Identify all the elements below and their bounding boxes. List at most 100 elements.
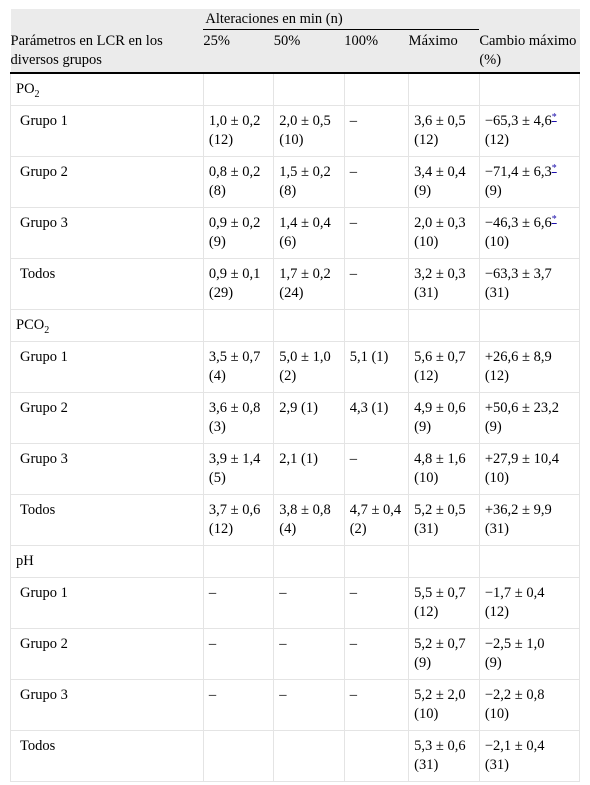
section-name: PO: [16, 80, 35, 97]
table-row: Todos 0,9 ± 0,1 (29) 1,7 ± 0,2 (24) –3,2 ± …: [10, 257, 581, 310]
table-row: Grupo 1 3,5 ± 0,7 (4) 5,0 ± 1,0 (2) 5,1 (1)…: [10, 340, 581, 393]
change-value: −1,7 ± 0,4: [484, 584, 545, 601]
value-cell-50: [273, 729, 345, 782]
value-cell-change: −71,4 ± 6,3* (9): [478, 155, 581, 208]
value-cell-max: 4,9 ± 0,6 (9): [408, 391, 480, 444]
value-cell-100: –: [343, 155, 410, 208]
change-count: (12): [484, 367, 509, 384]
table-row: Grupo 1– – –5,5 ± 0,7 (12) −1,7 ± 0,4 (12): [10, 576, 581, 629]
header-col-change: Cambio máximo (%): [479, 29, 580, 74]
value-cell-25: 3,6 ± 0,8 (3): [202, 391, 275, 444]
row-label: Todos: [10, 493, 204, 546]
value-cell-25: 0,9 ± 0,1 (29): [202, 257, 275, 310]
value-cell-max: 3,4 ± 0,4 (9): [408, 155, 480, 208]
value-cell-50: 2,9 (1): [273, 391, 345, 444]
row-label: Todos: [10, 729, 204, 782]
table-row: Grupo 2– – –5,2 ± 0,7 (9) −2,5 ± 1,0 (9): [10, 627, 581, 680]
value-cell-100: –: [343, 678, 410, 731]
value-cell-25: [202, 729, 275, 782]
value-cell-100: –: [343, 104, 410, 157]
change-count: (12): [484, 131, 509, 148]
empty-cell: [202, 72, 275, 106]
change-count: (31): [484, 520, 509, 537]
value-cell-change: −46,3 ± 6,6* (10): [478, 206, 581, 259]
value-cell-max: 2,0 ± 0,3 (10): [408, 206, 480, 259]
row-label: Grupo 2: [10, 155, 204, 208]
change-value: −46,3 ± 6,6: [484, 214, 552, 231]
value-cell-50: 5,0 ± 1,0 (2): [273, 340, 345, 393]
table-row: Todos 3,7 ± 0,6 (12) 3,8 ± 0,8 (4) 4,7 ± 0,…: [10, 493, 581, 546]
empty-cell: [273, 308, 345, 342]
section-label: PO2: [10, 72, 204, 106]
section-row: pH: [10, 544, 581, 578]
section-label: PCO2: [10, 308, 204, 342]
value-cell-50: 2,0 ± 0,5 (10): [273, 104, 345, 157]
value-cell-25: –: [202, 678, 275, 731]
value-cell-max: 5,2 ± 0,5 (31): [408, 493, 480, 546]
empty-cell: [273, 72, 345, 106]
value-cell-25: 0,9 ± 0,2 (9): [202, 206, 275, 259]
table-row: Grupo 2 3,6 ± 0,8 (3) 2,9 (1) 4,3 (1) 4,9 ± …: [10, 391, 581, 444]
value-cell-25: 3,9 ± 1,4 (5): [202, 442, 275, 495]
value-cell-25: 3,7 ± 0,6 (12): [202, 493, 275, 546]
value-cell-50: 2,1 (1): [273, 442, 345, 495]
value-cell-100: [343, 729, 410, 782]
header-group-label: Alteraciones en min (n): [203, 9, 480, 30]
empty-cell: [478, 544, 581, 578]
value-cell-100: –: [343, 576, 410, 629]
value-cell-change: +36,2 ± 9,9 (31): [478, 493, 581, 546]
row-label: Grupo 2: [10, 391, 204, 444]
value-cell-50: –: [273, 627, 345, 680]
value-cell-100: –: [343, 627, 410, 680]
row-label: Grupo 1: [10, 104, 204, 157]
change-value: −2,1 ± 0,4: [484, 737, 545, 754]
empty-cell: [408, 544, 480, 578]
value-cell-50: –: [273, 576, 345, 629]
change-value: +26,6 ± 8,9: [484, 348, 552, 365]
section-name: PCO: [16, 316, 45, 333]
value-cell-max: 4,8 ± 1,6 (10): [408, 442, 480, 495]
empty-cell: [202, 308, 275, 342]
value-cell-max: 5,2 ± 0,7 (9): [408, 627, 480, 680]
results-table: Alteraciones en min (n) Parámetros en LC…: [10, 9, 581, 782]
value-cell-change: −65,3 ± 4,6* (12): [478, 104, 581, 157]
change-value: −2,5 ± 1,0: [484, 635, 545, 652]
value-cell-25: 1,0 ± 0,2 (12): [202, 104, 275, 157]
row-label: Grupo 3: [10, 442, 204, 495]
value-cell-100: –: [343, 206, 410, 259]
table-row: Grupo 1 1,0 ± 0,2 (12) 2,0 ± 0,5 (10) –3,6 …: [10, 104, 581, 157]
row-label: Grupo 2: [10, 627, 204, 680]
value-cell-25: 3,5 ± 0,7 (4): [202, 340, 275, 393]
row-label: Grupo 1: [10, 576, 204, 629]
header-col-50: 50%: [273, 29, 345, 74]
footnote-link[interactable]: *: [551, 111, 557, 123]
change-value: −63,3 ± 3,7: [484, 265, 552, 282]
row-label: Todos: [10, 257, 204, 310]
table-row: Grupo 3 3,9 ± 1,4 (5) 2,1 (1) –4,8 ± 1,6 (1…: [10, 442, 581, 495]
header-row-1: Alteraciones en min (n): [10, 9, 580, 30]
header-blank: [479, 9, 580, 30]
section-row: PO2: [10, 72, 581, 106]
change-count: (10): [484, 705, 509, 722]
empty-cell: [343, 308, 410, 342]
value-cell-50: 1,5 ± 0,2 (8): [273, 155, 345, 208]
value-cell-max: 5,2 ± 2,0 (10): [408, 678, 480, 731]
value-cell-change: −2,1 ± 0,4 (31): [478, 729, 581, 782]
change-value: −2,2 ± 0,8: [484, 686, 545, 703]
change-count: (31): [484, 756, 509, 773]
value-cell-change: −2,5 ± 1,0 (9): [478, 627, 581, 680]
empty-cell: [478, 72, 581, 106]
value-cell-25: –: [202, 576, 275, 629]
value-cell-25: 0,8 ± 0,2 (8): [202, 155, 275, 208]
row-label: Grupo 1: [10, 340, 204, 393]
section-name-subscript: 2: [34, 88, 40, 100]
footnote-link[interactable]: *: [551, 213, 557, 225]
header-col-max: Máximo: [408, 29, 480, 74]
empty-cell: [202, 544, 275, 578]
change-value: −71,4 ± 6,3: [484, 163, 552, 180]
footnote-link[interactable]: *: [551, 162, 557, 174]
empty-cell: [408, 72, 480, 106]
header-row-2: Parámetros en LCR en los diversos grupos…: [10, 29, 580, 74]
change-count: (31): [484, 284, 509, 301]
value-cell-max: 3,2 ± 0,3 (31): [408, 257, 480, 310]
